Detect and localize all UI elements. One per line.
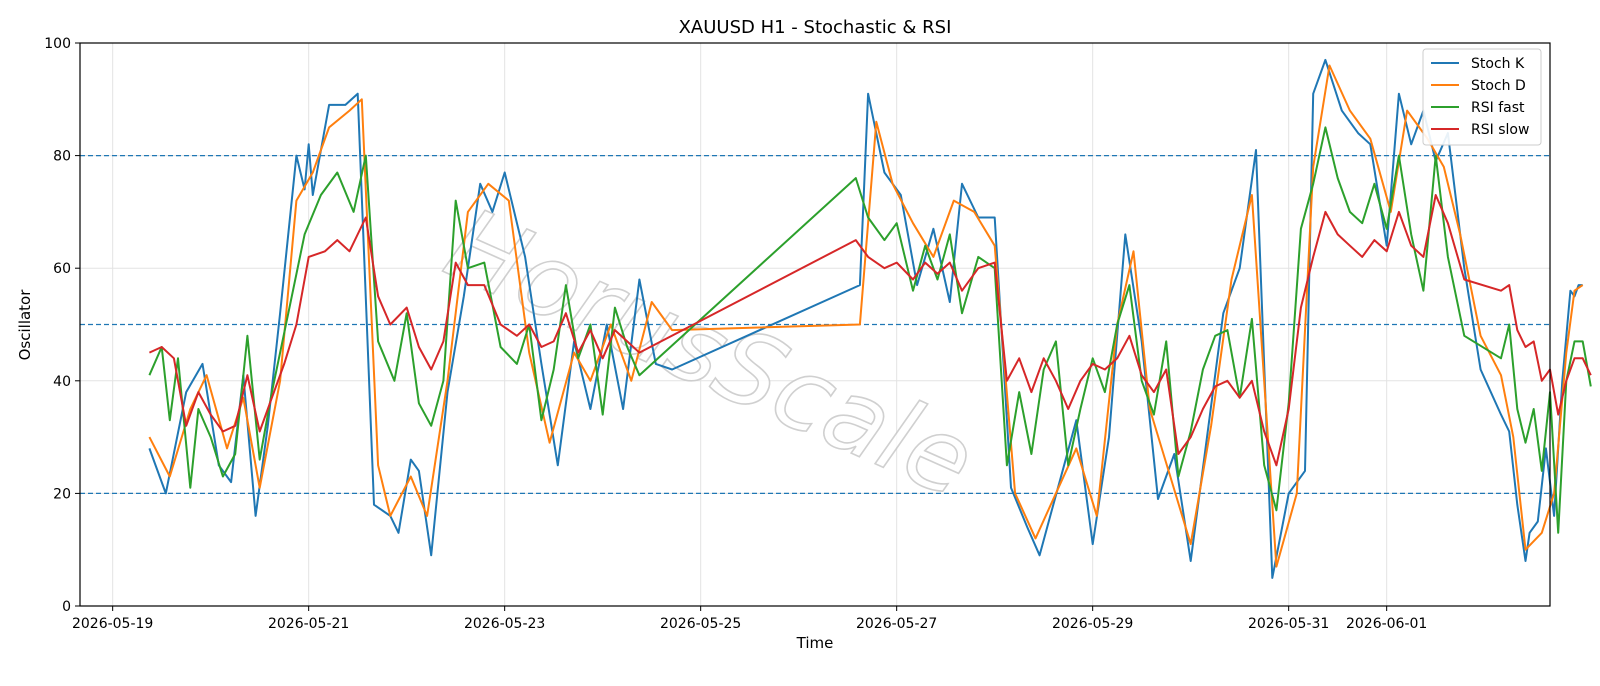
legend-label: RSI slow (1471, 122, 1529, 138)
series-line-stoch-k (148, 58, 1583, 579)
x-tick-label: 2026-05-29 (1052, 616, 1133, 632)
chart-title: XAUUSD H1 - Stochastic & RSI (679, 17, 952, 38)
series-line-rsi-fast (148, 126, 1592, 534)
series-line-stoch-d (148, 64, 1584, 568)
x-tick-label: 2026-05-27 (856, 616, 937, 632)
x-tick-label: 2026-05-31 (1248, 616, 1329, 632)
legend-label: Stoch K (1471, 56, 1525, 72)
y-tick-label: 0 (62, 599, 71, 615)
x-tick-label: 2026-05-25 (660, 616, 741, 632)
series-lines (148, 58, 1592, 579)
y-tick-label: 40 (53, 374, 71, 390)
y-tick-label: 20 (53, 486, 71, 502)
legend: Stoch K Stoch D RSI fast RSI slow (1422, 48, 1542, 146)
y-axis-label: Oscillator (16, 289, 34, 361)
legend-label: RSI fast (1471, 100, 1525, 116)
y-tick-label: 60 (53, 261, 71, 277)
x-tick-label: 2026-05-21 (268, 616, 349, 632)
plot-frame (79, 42, 1551, 607)
legend-box (1422, 48, 1542, 146)
x-tick-label: 2026-06-01 (1346, 616, 1427, 632)
x-tick-label: 2026-05-23 (464, 616, 545, 632)
x-axis: 2026-05-19 2026-05-21 2026-05-23 2026-05-25… (72, 606, 1427, 632)
y-tick-label: 100 (44, 36, 71, 52)
x-axis-label: Time (796, 634, 834, 652)
y-tick-label: 80 (53, 149, 71, 165)
x-tick-label: 2026-05-19 (72, 616, 153, 632)
y-axis: 0 20 40 60 80 100 (44, 36, 80, 615)
series-line-rsi-slow (148, 194, 1592, 467)
legend-label: Stoch D (1471, 78, 1526, 94)
